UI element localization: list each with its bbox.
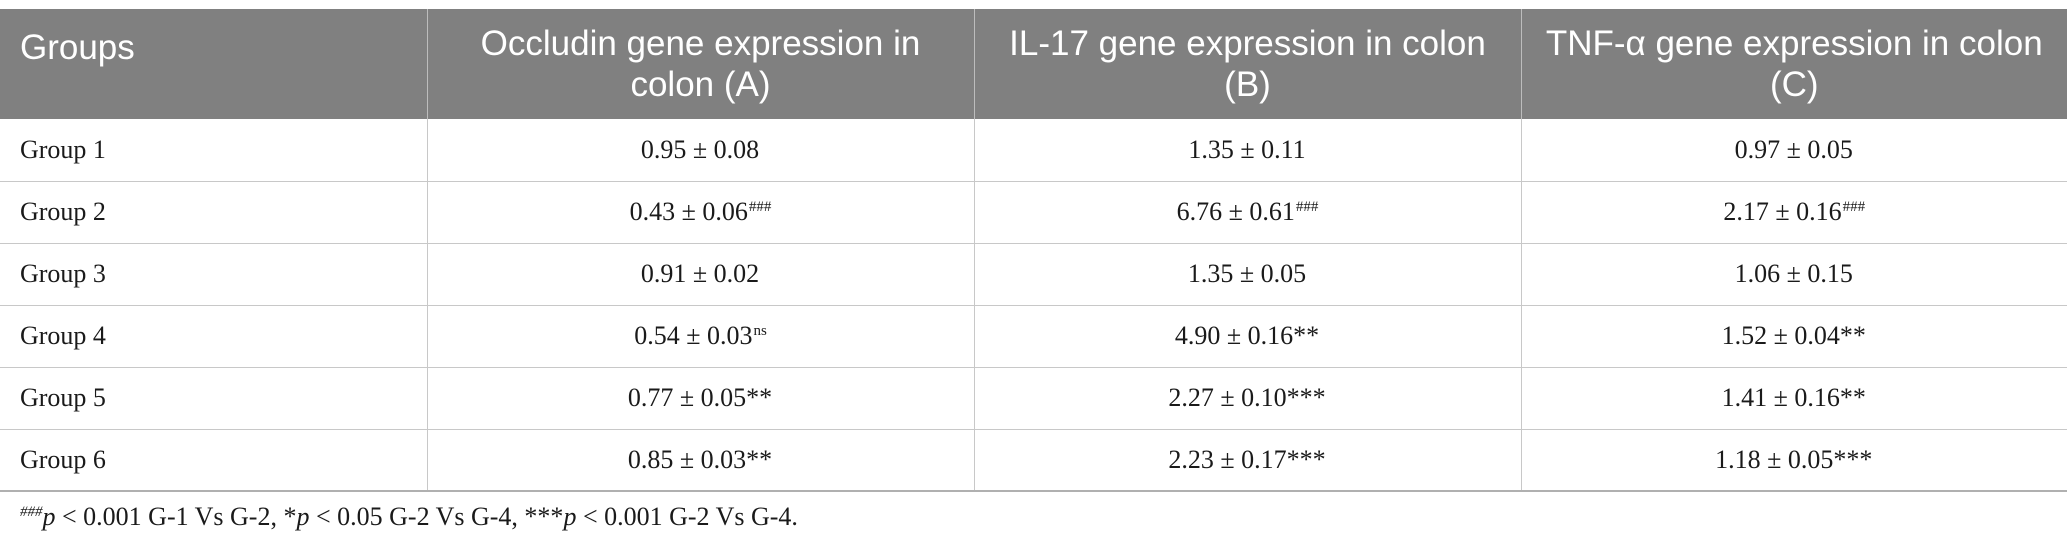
tnf-alpha-cell: 1.06 ± 0.15	[1520, 243, 2067, 306]
occludin-cell: 0.43 ± 0.06###	[426, 181, 974, 244]
cell-mark: ###	[1842, 199, 1866, 215]
il17-cell: 4.90 ± 0.16**	[973, 305, 1521, 368]
footnote-text: < 0.05 G-2 Vs G-4, ***	[309, 502, 564, 531]
cell-value: 6.76 ± 0.61	[1176, 197, 1295, 226]
cell-value: 1.35 ± 0.05	[1187, 259, 1307, 288]
cell-value: 1.18 ± 0.05***	[1715, 444, 1873, 474]
footnote-mark: ###	[20, 504, 43, 520]
table-row: Group 3 0.91 ± 0.02 1.35 ± 0.05 1.06 ± 0…	[0, 243, 2067, 306]
table-container: Groups Occludin gene expression in colon…	[0, 9, 2067, 492]
cell-value: 0.85 ± 0.03**	[627, 444, 773, 474]
il17-cell: 2.27 ± 0.10***	[973, 367, 1521, 430]
table-row: Group 5 0.77 ± 0.05** 2.27 ± 0.10*** 1.4…	[0, 367, 2067, 430]
cell-value: 2.27 ± 0.10***	[1168, 383, 1326, 412]
group-label: Group 1	[0, 119, 427, 182]
footnote-p-symbol: p	[563, 502, 577, 531]
il17-cell: 6.76 ± 0.61###	[973, 181, 1521, 244]
cell-value: 0.43 ± 0.06	[629, 197, 748, 226]
cell-mark: ###	[748, 199, 772, 215]
tnf-alpha-cell: 1.18 ± 0.05***	[1520, 429, 2067, 492]
cell-value: 1.52 ± 0.04**	[1721, 321, 1866, 350]
footnote-text: < 0.001 G-2 Vs G-4.	[576, 502, 798, 531]
footnote-p-symbol: p	[42, 502, 56, 531]
tnf-alpha-cell: 1.41 ± 0.16**	[1520, 367, 2067, 430]
table-row: Group 1 0.95 ± 0.08 1.35 ± 0.11 0.97 ± 0…	[0, 119, 2067, 182]
cell-value: 0.77 ± 0.05**	[627, 383, 773, 412]
tnf-alpha-cell: 0.97 ± 0.05	[1520, 119, 2067, 182]
il17-cell: 2.23 ± 0.17***	[973, 429, 1521, 492]
footnote-text: < 0.001 G-1 Vs G-2, *	[55, 502, 297, 531]
cell-value: 2.17 ± 0.16	[1723, 197, 1842, 226]
cell-mark: ns	[753, 323, 767, 339]
occludin-cell: 0.54 ± 0.03ns	[426, 305, 974, 368]
group-label: Group 4	[0, 305, 427, 368]
gene-expression-table: Groups Occludin gene expression in colon…	[0, 9, 2067, 492]
cell-value: 0.97 ± 0.05	[1734, 134, 1853, 164]
occludin-cell: 0.95 ± 0.08	[426, 119, 974, 182]
group-label: Group 6	[0, 429, 427, 492]
cell-value: 1.41 ± 0.16**	[1721, 383, 1866, 412]
table-row: Group 6 0.85 ± 0.03** 2.23 ± 0.17*** 1.1…	[0, 429, 2067, 492]
footnote-p-symbol: p	[296, 502, 310, 531]
group-label: Group 2	[0, 181, 427, 244]
cell-value: 0.54 ± 0.03	[634, 321, 753, 350]
tnf-alpha-cell: 1.52 ± 0.04**	[1520, 305, 2067, 368]
table-header-row: Groups Occludin gene expression in colon…	[0, 9, 2067, 119]
group-label: Group 3	[0, 243, 427, 306]
cell-value: 0.91 ± 0.02	[640, 259, 760, 288]
group-label: Group 5	[0, 367, 427, 430]
cell-value: 4.90 ± 0.16**	[1174, 321, 1320, 350]
cell-value: 1.35 ± 0.11	[1188, 134, 1306, 164]
table-row: Group 2 0.43 ± 0.06### 6.76 ± 0.61### 2.…	[0, 181, 2067, 244]
il17-cell: 1.35 ± 0.11	[973, 119, 1521, 182]
table-row: Group 4 0.54 ± 0.03ns 4.90 ± 0.16** 1.52…	[0, 305, 2067, 368]
header-groups: Groups	[0, 9, 427, 119]
cell-value: 0.95 ± 0.08	[640, 134, 760, 164]
cell-mark: ###	[1295, 199, 1319, 215]
occludin-cell: 0.91 ± 0.02	[426, 243, 974, 306]
header-il17: IL-17 gene expression in colon (B)	[973, 9, 1521, 119]
occludin-cell: 0.85 ± 0.03**	[426, 429, 974, 492]
occludin-cell: 0.77 ± 0.05**	[426, 367, 974, 430]
table-footnote: ###p < 0.001 G-1 Vs G-2, *p < 0.05 G-2 V…	[20, 502, 798, 532]
il17-cell: 1.35 ± 0.05	[973, 243, 1521, 306]
tnf-alpha-cell: 2.17 ± 0.16###	[1520, 181, 2067, 244]
header-occludin: Occludin gene expression in colon (A)	[426, 9, 974, 119]
cell-value: 2.23 ± 0.17***	[1168, 444, 1326, 474]
header-tnf-alpha: TNF-α gene expression in colon (C)	[1520, 9, 2067, 119]
cell-value: 1.06 ± 0.15	[1734, 259, 1853, 288]
